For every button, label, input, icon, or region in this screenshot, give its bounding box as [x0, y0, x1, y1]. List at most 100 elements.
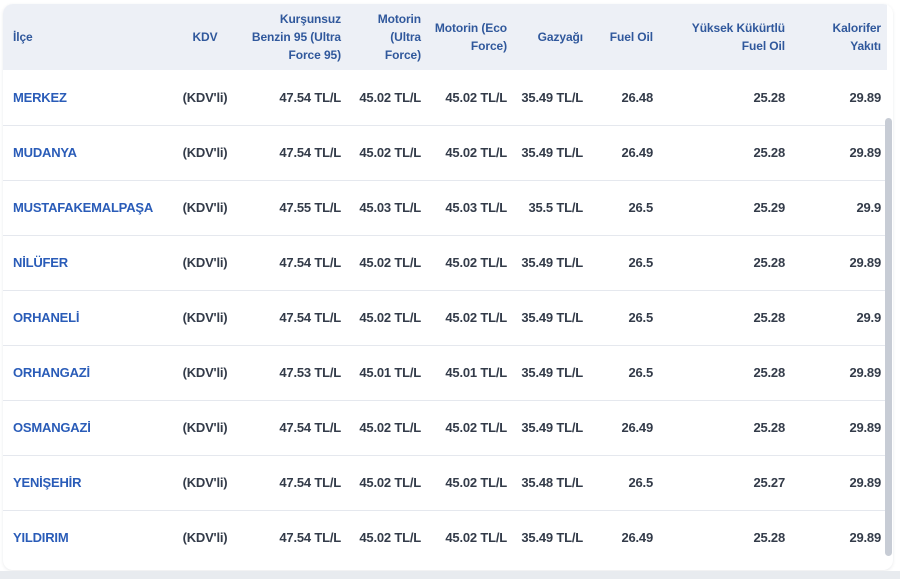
- price-cell-kalorifer-yakiti: 29.9: [789, 289, 887, 345]
- price-cell-fuel-oil: 26.5: [587, 454, 657, 510]
- kdv-cell: (KDV'li): [171, 124, 239, 180]
- price-cell-kursunsuz-benzin-95: 47.54 TL/L: [239, 124, 345, 180]
- price-cell-yuksek-kukurtlu-fuel-oil: 25.28: [753, 89, 785, 105]
- price-cell-gazyagi: 35.49 TL/L: [511, 289, 587, 345]
- price-cell-motorin-eco-force: 45.01 TL/L: [425, 344, 511, 400]
- price-cell-gazyagi: 35.48 TL/L: [511, 454, 587, 510]
- column-header-yuksek-kukurtlu-fuel-oil: Yüksek Kükürtlü Fuel Oil: [657, 4, 789, 70]
- fuel-price-table: İlçe KDV Kurşunsuz Benzin 95 (Ultra Force …: [3, 4, 887, 565]
- district-link[interactable]: MUDANYA: [13, 145, 77, 160]
- price-cell-kursunsuz-benzin-95: 47.54 TL/L: [239, 509, 345, 565]
- price-cell-kalorifer-yakiti: 29.89: [849, 89, 881, 105]
- price-cell-motorin-ultra-force: 45.02 TL/L: [345, 124, 425, 180]
- price-cell-kalorifer-yakiti: 29.89: [789, 509, 887, 565]
- price-cell-motorin-ultra-force: 45.02 TL/L: [345, 234, 425, 290]
- kdv-cell: (KDV'li): [171, 234, 239, 290]
- column-header-label: Gazyağı: [537, 30, 583, 44]
- column-header-motorin-eco-force: Motorin (Eco Force): [425, 4, 511, 70]
- price-cell-yuksek-kukurtlu-fuel-oil: 25.28: [657, 399, 789, 455]
- price-cell-kalorifer-yakiti: 29.89: [789, 454, 887, 510]
- fuel-price-table-card: İlçe KDV Kurşunsuz Benzin 95 (Ultra Force …: [3, 4, 893, 570]
- kdv-cell: (KDV'li): [171, 399, 239, 455]
- price-cell-motorin-ultra-force: 45.01 TL/L: [345, 344, 425, 400]
- table-row: MUSTAFAKEMALPAŞA (KDV'li) 47.55 TL/L 45.…: [3, 179, 887, 235]
- district-link[interactable]: YENİŞEHİR: [13, 475, 82, 490]
- price-cell-gazyagi: 35.49 TL/L: [511, 234, 587, 290]
- column-header-kalorifer-yakiti: Kalorifer Yakıtı: [789, 4, 887, 70]
- table-row: ORHANELİ (KDV'li) 47.54 TL/L 45.02 TL/L …: [3, 289, 887, 345]
- column-header-label: Kalorifer Yakıtı: [832, 21, 882, 53]
- table-row: OSMANGAZİ (KDV'li) 47.54 TL/L 45.02 TL/L…: [3, 399, 887, 455]
- price-cell-motorin-ultra-force: 45.02 TL/L: [345, 454, 425, 510]
- column-header-ilce: İlçe: [3, 4, 171, 70]
- kdv-cell: (KDV'li): [182, 89, 228, 105]
- kdv-cell: (KDV'li): [171, 344, 239, 400]
- column-header-kdv: KDV: [171, 4, 239, 70]
- header-row: İlçe KDV Kurşunsuz Benzin 95 (Ultra Force …: [3, 4, 887, 70]
- table-row: MUDANYA (KDV'li) 47.54 TL/L 45.02 TL/L 4…: [3, 124, 887, 180]
- column-header-label: Yüksek Kükürtlü Fuel Oil: [691, 21, 785, 53]
- price-cell-fuel-oil: 26.49: [587, 124, 657, 180]
- district-link[interactable]: ORHANGAZİ: [13, 365, 90, 380]
- price-cell-gazyagi: 35.49 TL/L: [521, 89, 583, 105]
- price-cell-yuksek-kukurtlu-fuel-oil: 25.28: [657, 289, 789, 345]
- price-cell-kursunsuz-benzin-95: 47.54 TL/L: [239, 234, 345, 290]
- price-cell-yuksek-kukurtlu-fuel-oil: 25.28: [657, 509, 789, 565]
- price-cell-yuksek-kukurtlu-fuel-oil: 25.29: [657, 179, 789, 235]
- price-cell-kalorifer-yakiti: 29.89: [789, 344, 887, 400]
- price-cell-motorin-eco-force: 45.02 TL/L: [425, 399, 511, 455]
- price-cell-kursunsuz-benzin-95: 47.54 TL/L: [239, 454, 345, 510]
- price-cell-yuksek-kukurtlu-fuel-oil: 25.28: [657, 124, 789, 180]
- price-cell-kursunsuz-benzin-95: 47.53 TL/L: [239, 344, 345, 400]
- column-header-label: İlçe: [13, 30, 33, 44]
- column-header-motorin-ultra-force: Motorin (Ultra Force): [345, 4, 425, 70]
- district-link[interactable]: YILDIRIM: [13, 530, 69, 546]
- price-cell-fuel-oil: 26.48: [621, 89, 653, 105]
- price-cell-fuel-oil: 26.5: [587, 234, 657, 290]
- price-cell-kursunsuz-benzin-95: 47.55 TL/L: [239, 179, 345, 235]
- vertical-scrollbar-thumb[interactable]: [885, 118, 892, 556]
- district-link[interactable]: NİLÜFER: [13, 255, 68, 270]
- district-link[interactable]: ORHANELİ: [13, 310, 80, 325]
- price-cell-kursunsuz-benzin-95: 47.54 TL/L: [279, 89, 341, 105]
- price-cell-fuel-oil: 26.5: [587, 179, 657, 235]
- price-cell-motorin-eco-force: 45.02 TL/L: [425, 234, 511, 290]
- column-header-label: Fuel Oil: [609, 30, 653, 44]
- price-cell-fuel-oil: 26.5: [587, 344, 657, 400]
- table-row: YENİŞEHİR (KDV'li) 47.54 TL/L 45.02 TL/L…: [3, 454, 887, 510]
- price-cell-kalorifer-yakiti: 29.89: [789, 234, 887, 290]
- table-row: ORHANGAZİ (KDV'li) 47.53 TL/L 45.01 TL/L…: [3, 344, 887, 400]
- price-cell-kalorifer-yakiti: 29.9: [789, 179, 887, 235]
- page-background-strip: [0, 571, 900, 579]
- kdv-cell: (KDV'li): [171, 454, 239, 510]
- price-cell-gazyagi: 35.49 TL/L: [511, 399, 587, 455]
- table-row: NİLÜFER (KDV'li) 47.54 TL/L 45.02 TL/L 4…: [3, 234, 887, 290]
- price-cell-yuksek-kukurtlu-fuel-oil: 25.27: [657, 454, 789, 510]
- price-cell-motorin-ultra-force: 45.03 TL/L: [345, 179, 425, 235]
- column-header-label: Kurşunsuz Benzin 95 (Ultra Force 95): [251, 12, 341, 62]
- district-link[interactable]: OSMANGAZİ: [13, 420, 91, 435]
- kdv-cell: (KDV'li): [171, 509, 239, 565]
- district-link[interactable]: MERKEZ: [13, 89, 67, 105]
- price-cell-fuel-oil: 26.49: [587, 399, 657, 455]
- price-cell-fuel-oil: 26.5: [587, 289, 657, 345]
- district-link[interactable]: MUSTAFAKEMALPAŞA: [13, 200, 154, 215]
- price-cell-gazyagi: 35.5 TL/L: [511, 179, 587, 235]
- price-cell-gazyagi: 35.49 TL/L: [511, 124, 587, 180]
- table-row: MERKEZ (KDV'li) 47.54 TL/L 45.02 TL/L 45…: [3, 70, 887, 125]
- price-cell-fuel-oil: 26.49: [587, 509, 657, 565]
- table-row: YILDIRIM (KDV'li) 47.54 TL/L 45.02 TL/L …: [3, 509, 887, 565]
- price-cell-motorin-eco-force: 45.02 TL/L: [425, 509, 511, 565]
- price-cell-yuksek-kukurtlu-fuel-oil: 25.28: [657, 234, 789, 290]
- price-cell-motorin-ultra-force: 45.02 TL/L: [345, 509, 425, 565]
- column-header-fuel-oil: Fuel Oil: [587, 4, 657, 70]
- column-header-label: Motorin (Ultra Force): [377, 12, 421, 62]
- price-cell-motorin-ultra-force: 45.02 TL/L: [345, 399, 425, 455]
- kdv-cell: (KDV'li): [171, 289, 239, 345]
- price-cell-gazyagi: 35.49 TL/L: [511, 509, 587, 565]
- price-cell-motorin-eco-force: 45.02 TL/L: [445, 89, 507, 105]
- price-cell-motorin-eco-force: 45.03 TL/L: [425, 179, 511, 235]
- column-header-kursunsuz-benzin-95: Kurşunsuz Benzin 95 (Ultra Force 95): [239, 4, 345, 70]
- column-header-gazyagi: Gazyağı: [511, 4, 587, 70]
- price-cell-motorin-eco-force: 45.02 TL/L: [425, 124, 511, 180]
